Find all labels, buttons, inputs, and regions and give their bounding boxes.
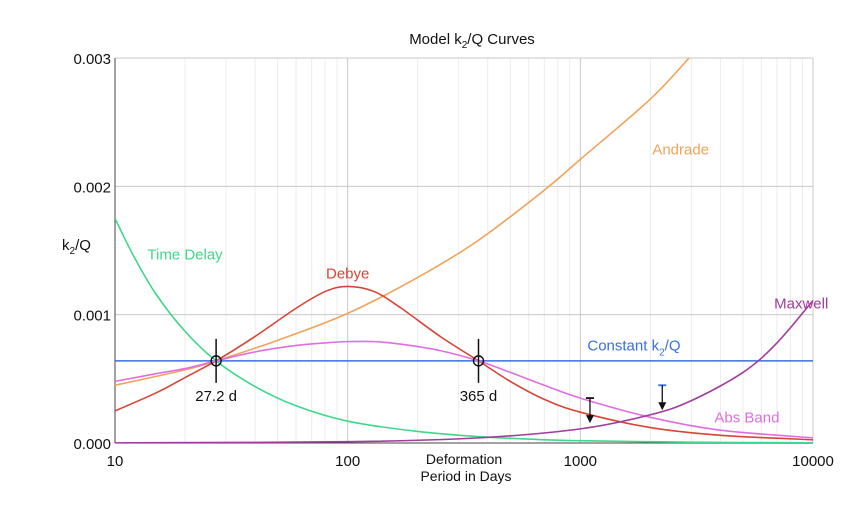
x-tick-label: 100 xyxy=(335,453,360,470)
y-tick-label: 0.000 xyxy=(73,436,111,453)
constant-k-label: Constant k2/Q xyxy=(587,338,680,359)
y-tick-label: 0.002 xyxy=(73,179,111,196)
time-delay-label: Time Delay xyxy=(147,246,223,263)
abs-band-label: Abs Band xyxy=(714,409,779,426)
y-tick-label: 0.001 xyxy=(73,308,111,325)
crossing-point-marker xyxy=(472,355,485,367)
crossing-point-marker xyxy=(210,355,222,367)
x-tick-label: 10 xyxy=(107,453,124,470)
down-arrow-icon xyxy=(658,402,667,411)
maxwell-label: Maxwell xyxy=(774,295,828,312)
x-tick-label: 10000 xyxy=(792,453,834,470)
chart-title: Model k2/Q Curves xyxy=(409,31,535,51)
x-axis-label: Deformation Period in Days xyxy=(420,451,511,484)
andrade-line xyxy=(115,58,691,387)
down-arrow-icon xyxy=(585,415,594,424)
crossing-point-label: 27.2 d xyxy=(195,388,237,405)
y-axis-label: k2/Q xyxy=(62,237,91,257)
series-labels: Constant k2/Q Andrade Debye Abs Band Time De… xyxy=(147,141,828,426)
time-delay-line xyxy=(115,218,813,443)
x-tick-label: 1000 xyxy=(564,453,597,470)
debye-label: Debye xyxy=(326,266,369,283)
crossing-markers: 27.2 d 365 d xyxy=(195,338,667,424)
y-tick-label: 0.003 xyxy=(73,51,111,68)
andrade-label: Andrade xyxy=(652,141,709,158)
maxwell-line xyxy=(115,300,813,443)
tick-labels: 10 100 1000 10000 0.000 0.001 0.002 0.003 xyxy=(73,51,833,470)
crossing-point-label: 365 d xyxy=(460,388,498,405)
